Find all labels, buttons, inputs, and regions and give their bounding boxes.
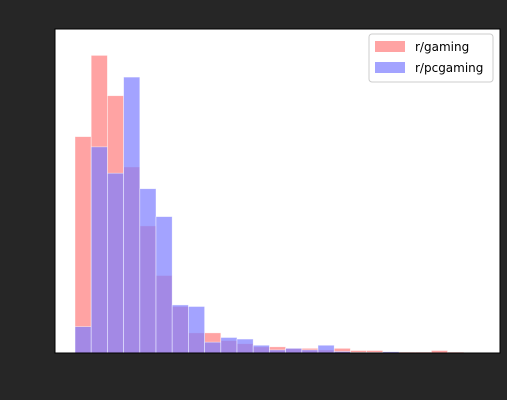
bar-r-pcgaming-1 bbox=[90, 146, 108, 354]
bar-r-pcgaming-4 bbox=[139, 188, 157, 354]
legend-label-r-gaming: r/gaming bbox=[415, 40, 469, 54]
bar-r-pcgaming-6 bbox=[171, 304, 189, 354]
bar-r-gaming-0 bbox=[74, 136, 92, 354]
bar-r-pcgaming-3 bbox=[123, 76, 141, 354]
bar-r-pcgaming-15 bbox=[317, 344, 335, 354]
bars-layer bbox=[74, 55, 465, 354]
bar-r-pcgaming-13 bbox=[285, 348, 303, 354]
bar-r-pcgaming-9 bbox=[220, 337, 238, 354]
bar-r-pcgaming-5 bbox=[155, 216, 173, 354]
bar-r-pcgaming-8 bbox=[204, 341, 222, 354]
legend-label-r-pcgaming: r/pcgaming bbox=[415, 61, 483, 75]
bar-r-pcgaming-2 bbox=[107, 172, 124, 354]
bar-r-pcgaming-10 bbox=[236, 338, 254, 354]
legend-swatch-r-pcgaming bbox=[375, 62, 405, 73]
plot-frame bbox=[54, 28, 501, 354]
bar-r-pcgaming-11 bbox=[252, 344, 270, 354]
legend: r/gaming r/pcgaming bbox=[368, 33, 494, 83]
bar-r-pcgaming-7 bbox=[188, 306, 205, 354]
legend-swatch-r-gaming bbox=[375, 41, 405, 52]
bar-r-pcgaming-0 bbox=[74, 326, 92, 354]
